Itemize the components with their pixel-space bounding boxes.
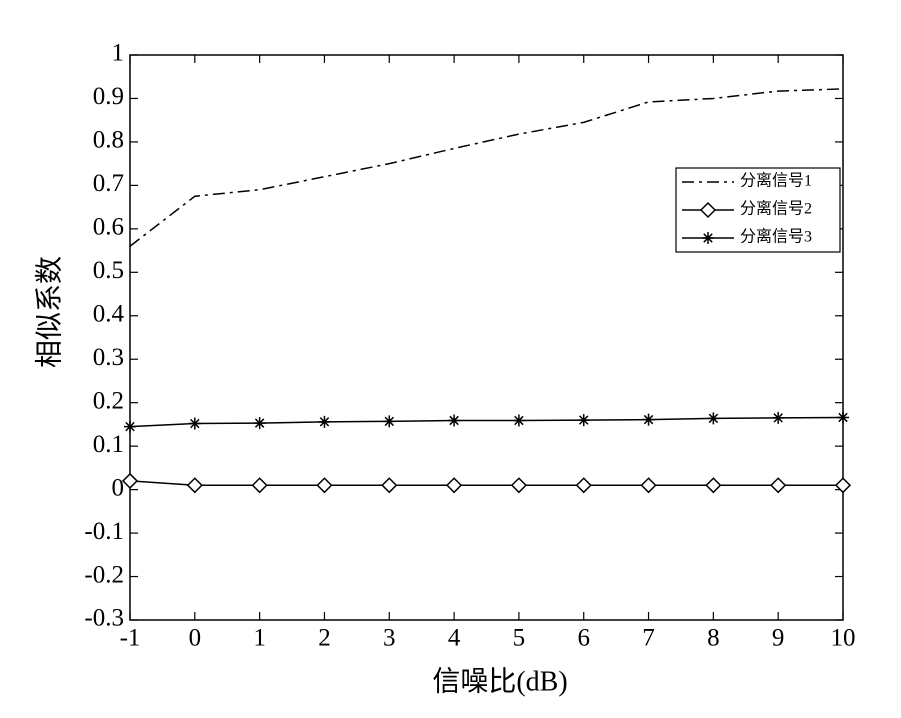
- x-tick-label: 6: [577, 625, 590, 652]
- marker: [251, 477, 268, 494]
- series-line: [129, 416, 844, 428]
- x-tick-label: 1: [253, 625, 266, 652]
- x-tick-label: 5: [513, 625, 526, 652]
- marker: [188, 417, 201, 430]
- plot-frame: [129, 54, 844, 621]
- x-tick-label: -1: [120, 625, 141, 652]
- marker: [834, 477, 852, 494]
- marker: [253, 417, 266, 430]
- marker: [640, 477, 657, 494]
- y-tick-label: 0.7: [93, 170, 124, 197]
- marker: [446, 477, 463, 494]
- marker: [707, 412, 720, 425]
- series-line: [129, 88, 844, 247]
- x-tick-label: 3: [383, 625, 396, 652]
- x-tick-label: 0: [189, 625, 202, 652]
- marker: [837, 411, 849, 424]
- marker: [121, 472, 139, 489]
- y-tick-label: 0.1: [93, 431, 124, 458]
- marker: [642, 413, 655, 426]
- marker: [770, 477, 787, 494]
- legend: 分离信号1 分离信号2 分离信号3: [675, 167, 841, 253]
- y-tick-label: 0.2: [93, 387, 124, 414]
- x-tick-label: 7: [642, 625, 655, 652]
- y-tick-label: 0.4: [93, 301, 125, 328]
- marker: [575, 477, 592, 494]
- y-tick-label: -0.2: [84, 561, 124, 588]
- marker: [705, 477, 722, 494]
- marker: [448, 414, 461, 427]
- x-axis-label: 信噪比(dB): [432, 665, 567, 697]
- y-tick-label: 0.5: [93, 257, 124, 284]
- marker: [577, 414, 590, 427]
- y-tick-label: -0.3: [84, 605, 124, 632]
- marker: [383, 415, 396, 428]
- y-tick-label: 0.9: [93, 83, 124, 110]
- y-tick-label: 0.6: [93, 214, 124, 241]
- legend-label: 分离信号1: [740, 172, 812, 190]
- marker: [381, 477, 398, 494]
- marker: [186, 477, 203, 494]
- x-tick-label: 4: [448, 625, 461, 652]
- marker: [699, 201, 717, 219]
- series-line: [129, 480, 843, 487]
- y-tick-label: 1: [112, 40, 125, 67]
- x-tick-label: 10: [831, 625, 856, 652]
- marker: [318, 415, 331, 428]
- legend-label: 分离信号2: [740, 200, 812, 218]
- marker: [316, 477, 333, 494]
- y-tick-label: -0.1: [84, 518, 124, 545]
- marker: [702, 232, 714, 244]
- x-tick-label: 9: [772, 625, 785, 652]
- x-tick-label: 2: [318, 625, 331, 652]
- marker: [772, 411, 785, 424]
- y-tick-label: 0: [112, 474, 125, 501]
- marker: [124, 420, 136, 433]
- y-axis-label: 相似系数: [33, 256, 65, 368]
- y-tick-label: 0.3: [93, 344, 124, 371]
- legend-label: 分离信号3: [740, 228, 812, 246]
- marker: [510, 477, 527, 494]
- marker: [512, 414, 525, 427]
- x-tick-label: 8: [707, 625, 720, 652]
- y-tick-label: 0.8: [93, 127, 124, 154]
